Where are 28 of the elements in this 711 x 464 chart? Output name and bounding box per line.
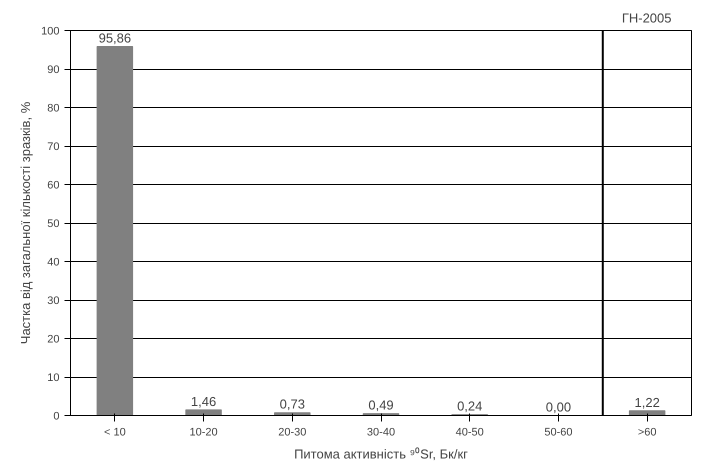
data-label: 0,73 [280, 396, 305, 412]
y-tick-label: 60 [47, 180, 60, 192]
x-axis-title: Питома активність ⁹⁰Sr, Бк/кг [294, 446, 468, 462]
data-label: 0,49 [368, 398, 394, 413]
y-tick-label: 80 [47, 102, 60, 114]
y-tick-label: 50 [47, 218, 60, 230]
data-label: 1,22 [634, 394, 660, 410]
y-tick-label: 70 [47, 141, 60, 153]
x-tick-label: 20-30 [278, 426, 306, 438]
y-axis-title: Частка від загальної кількості зразків, % [18, 101, 34, 344]
y-tick-label: 30 [47, 295, 60, 307]
x-tick-label: < 10 [104, 426, 126, 438]
x-tick-label: 30-40 [366, 426, 396, 438]
y-tick-label: 20 [47, 334, 60, 346]
data-label: 1,46 [190, 394, 216, 409]
y-tick-label: 0 [53, 410, 60, 422]
ref-line-label: ГН-2005 [622, 10, 672, 26]
x-tick-label: 50-60 [544, 426, 572, 438]
data-label: 95,86 [98, 30, 132, 46]
y-tick-label: 10 [47, 372, 60, 384]
data-label: 0,00 [546, 400, 572, 414]
x-tick-label: >60 [638, 426, 656, 438]
x-tick-label: 10-20 [190, 426, 218, 438]
y-tick-label: 90 [47, 64, 60, 76]
y-tick-label: 40 [47, 256, 60, 268]
x-tick-label: 40-50 [456, 426, 484, 438]
data-label: 0,24 [457, 398, 482, 414]
y-tick-label: 100 [41, 26, 60, 38]
